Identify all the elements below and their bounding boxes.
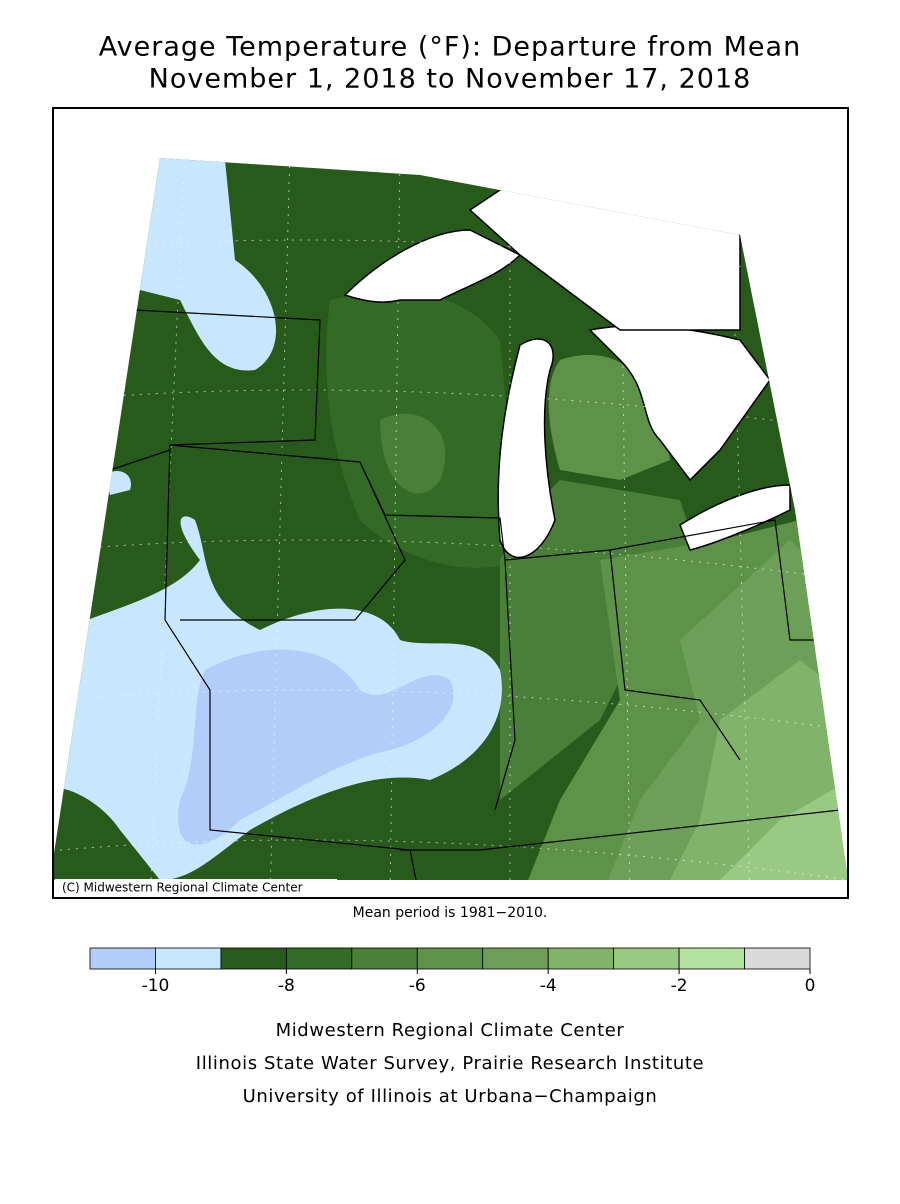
note: Mean period is 1981−2010.	[353, 905, 548, 921]
footer-line: Midwestern Regional Climate Center	[276, 1020, 625, 1041]
legend-box	[744, 947, 811, 970]
legend-box	[547, 947, 615, 970]
map-frame	[52, 107, 849, 899]
legend-box	[155, 947, 222, 970]
lake-michigan	[497, 338, 556, 559]
legend-tick-label: 0	[805, 976, 816, 996]
title-line: November 1, 2018 to November 17, 2018	[149, 64, 752, 95]
lake-superior	[343, 229, 522, 303]
region	[105, 470, 131, 495]
legend-tick-label: -8	[278, 976, 295, 996]
region	[700, 780, 848, 880]
copyright-bg	[55, 879, 337, 897]
legend-box	[285, 947, 353, 970]
legend-tick-label: -4	[540, 976, 557, 996]
legend-tick-label: -2	[671, 976, 688, 996]
legend-box	[613, 947, 680, 970]
legend-box	[351, 947, 418, 970]
footer-line: University of Illinois at Urbana−Champai…	[243, 1086, 658, 1107]
lake-erie	[679, 484, 791, 551]
footer-line: Illinois State Water Survey, Prairie Res…	[196, 1053, 704, 1074]
legend-box	[678, 947, 745, 970]
legend-tick-label: -10	[142, 976, 170, 996]
region	[380, 413, 446, 494]
legend-box	[482, 947, 549, 970]
map: (C) Midwestern Regional Climate Center	[52, 107, 849, 899]
legend-box	[220, 947, 287, 970]
region	[178, 649, 454, 845]
legend: -10 -8 -6 -4 -2 0	[89, 947, 816, 996]
legend-tick-label: -6	[409, 976, 426, 996]
map-fill	[53, 158, 848, 880]
copyright: (C) Midwestern Regional Climate Center	[62, 881, 303, 895]
title-line: Average Temperature (°F): Departure from…	[99, 32, 801, 63]
legend-box	[416, 947, 484, 970]
legend-box	[89, 947, 156, 970]
